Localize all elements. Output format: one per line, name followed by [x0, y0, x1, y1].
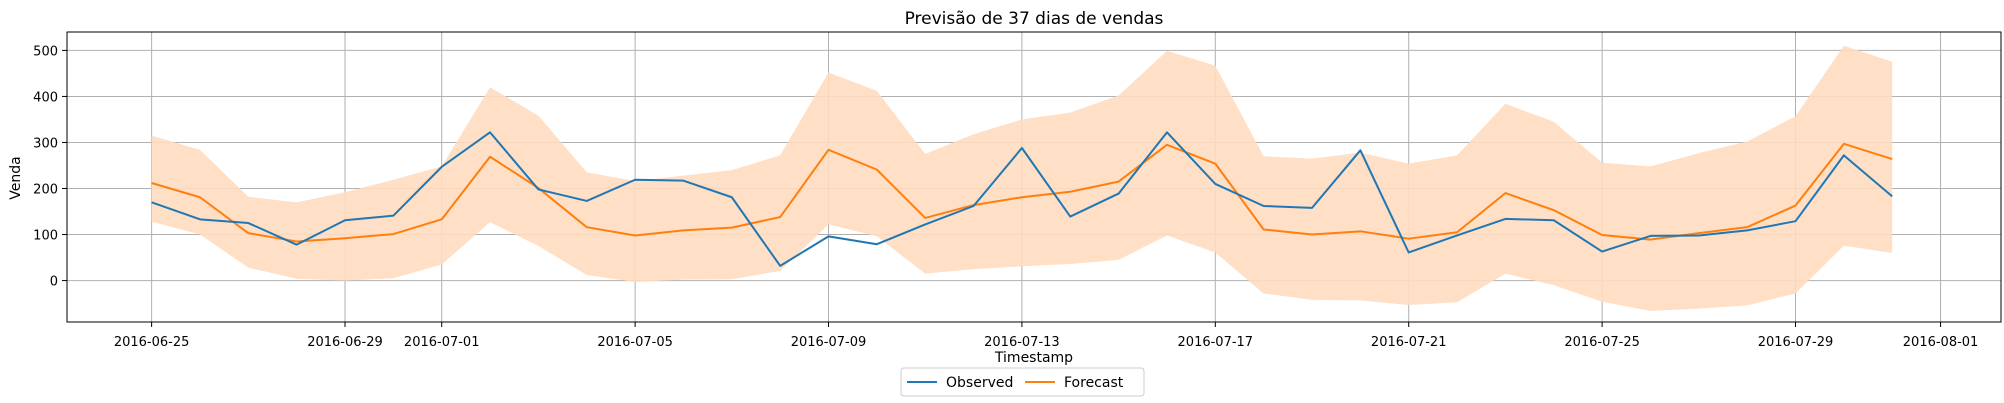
x-axis-label: Timestamp	[994, 350, 1073, 366]
y-tick-label: 500	[33, 44, 58, 59]
x-tick-label: 2016-08-01	[1903, 335, 1979, 350]
x-tick-label: 2016-07-21	[1371, 335, 1447, 350]
y-tick-label: 300	[33, 136, 58, 151]
y-tick-label: 200	[33, 183, 58, 198]
legend-box	[900, 367, 1145, 397]
legend: Observed Forecast	[900, 367, 1145, 397]
y-axis-ticks: 0 100 200 300 400 500	[33, 44, 67, 290]
legend-label-observed: Observed	[946, 375, 1013, 391]
x-tick-label: 2016-07-17	[1178, 335, 1254, 350]
series-line-forecast	[151, 142, 1893, 243]
legend-label-forecast: Forecast	[1064, 375, 1124, 391]
x-tick-label: 2016-06-25	[114, 335, 190, 350]
x-tick-label: 2016-07-09	[791, 335, 867, 350]
y-tick-label: 400	[33, 90, 58, 105]
plot-area	[66, 31, 2002, 323]
x-axis-ticks: 2016-06-25 2016-06-29 2016-07-01 2016-07-05…	[114, 322, 1979, 350]
plot-frame	[66, 31, 2002, 323]
x-tick-label: 2016-07-05	[597, 335, 673, 350]
y-axis-label: Venda	[8, 156, 24, 199]
chart-title: Previsão de 37 dias de vendas	[905, 9, 1164, 29]
forecast-interval	[151, 45, 1893, 311]
forecast-interval-band	[151, 45, 1893, 311]
y-tick-label: 100	[33, 229, 58, 244]
series-line-observed	[151, 131, 1893, 267]
x-tick-label: 2016-07-13	[984, 335, 1060, 350]
x-tick-label: 2016-07-29	[1758, 335, 1834, 350]
y-tick-label: 0	[50, 275, 58, 290]
x-tick-label: 2016-07-25	[1564, 335, 1640, 350]
x-tick-label: 2016-06-29	[307, 335, 383, 350]
x-tick-label: 2016-07-01	[404, 335, 480, 350]
series-lines	[151, 131, 1893, 267]
